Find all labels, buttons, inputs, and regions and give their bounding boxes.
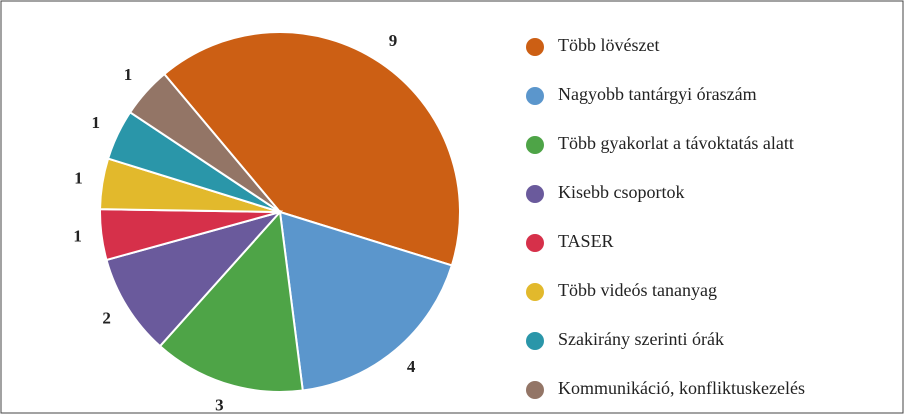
pie-slice [158, 209, 304, 393]
data-label: 3 [215, 396, 224, 414]
legend-marker [526, 381, 544, 399]
legend-label: Több lövészet [558, 35, 659, 55]
data-label: 9 [389, 31, 398, 50]
legend-marker [526, 332, 544, 350]
data-label: 1 [92, 113, 101, 132]
legend-label: TASER [558, 231, 614, 251]
pie-slice [278, 210, 454, 392]
data-label: 2 [102, 308, 111, 327]
data-label: 1 [124, 65, 133, 84]
legend-label: Kisebb csoportok [558, 182, 684, 202]
pie-slice [162, 31, 461, 267]
pie-slice [105, 210, 284, 348]
data-label: 1 [74, 169, 83, 188]
legend-marker [526, 283, 544, 301]
legend-label: Nagyobb tantárgyi óraszám [558, 84, 757, 104]
pie-slice [128, 72, 281, 213]
legend-marker [526, 136, 544, 154]
legend-marker [526, 87, 544, 105]
legend-marker [526, 185, 544, 203]
data-label: 4 [407, 357, 416, 376]
legend-marker [526, 234, 544, 252]
legend-label: Több videós tananyag [558, 280, 717, 300]
legend-label: Szakirány szerinti órák [558, 329, 724, 349]
legend-label: Kommunikáció, konfliktuskezelés [558, 378, 805, 398]
legend-marker [526, 38, 544, 56]
data-label: 1 [73, 227, 82, 246]
legend-label: Több gyakorlat a távoktatás alatt [558, 133, 794, 153]
